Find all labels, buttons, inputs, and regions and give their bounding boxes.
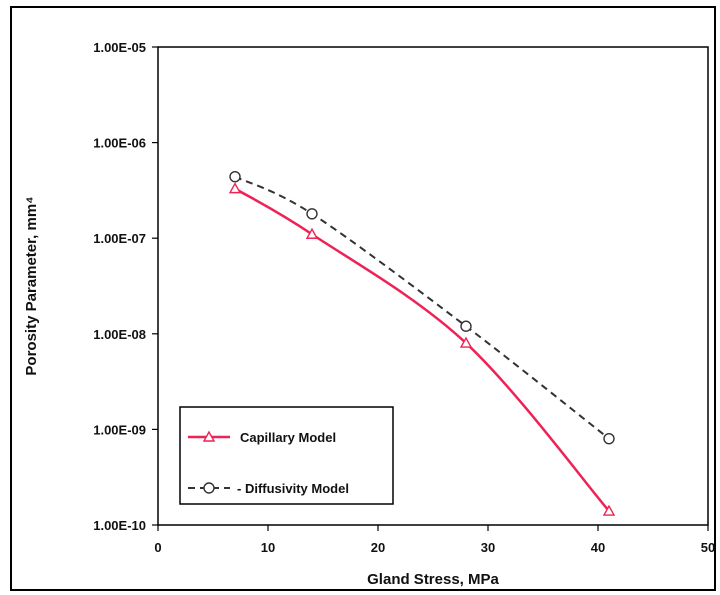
legend-marker-0 xyxy=(202,430,216,442)
legend: Capillary Model - Diffusivity Model xyxy=(179,406,394,505)
data-point-1 xyxy=(306,208,318,220)
chart-frame xyxy=(10,6,716,591)
x-tick-label: 40 xyxy=(591,540,605,555)
legend-label-0: Capillary Model xyxy=(240,430,336,445)
x-tick-label: 10 xyxy=(261,540,275,555)
series-layer xyxy=(228,170,616,516)
y-tick-label: 1.00E-07 xyxy=(93,231,146,246)
x-axis: 0 10 20 30 40 50 xyxy=(154,525,715,555)
legend-label-1: - Diffusivity Model xyxy=(237,481,349,496)
data-point-1 xyxy=(603,432,615,445)
data-point-1 xyxy=(460,320,472,332)
data-point-0 xyxy=(228,182,242,194)
y-tick-label: 1.00E-08 xyxy=(93,327,146,342)
data-point-0 xyxy=(305,227,319,239)
series-line-0 xyxy=(234,187,610,512)
y-tick-label: 1.00E-05 xyxy=(93,40,146,55)
plot-area xyxy=(157,46,709,526)
data-point-1 xyxy=(229,170,241,183)
x-tick-label: 50 xyxy=(701,540,715,555)
series-line-1 xyxy=(234,175,610,440)
y-tick-label: 1.00E-06 xyxy=(93,136,146,151)
x-tick-label: 20 xyxy=(371,540,385,555)
legend-marker-1 xyxy=(203,482,215,494)
x-tick-label: 0 xyxy=(154,540,161,555)
y-axis: 1.00E-05 1.00E-06 1.00E-07 1.00E-08 1.00E-09… xyxy=(93,40,158,533)
data-point-0 xyxy=(602,504,616,516)
y-tick-label: 1.00E-09 xyxy=(93,422,146,437)
data-point-0 xyxy=(459,336,473,348)
y-axis-title: Porosity Parameter, mm⁴ xyxy=(23,196,40,375)
x-tick-label: 30 xyxy=(481,540,495,555)
x-axis-title: Gland Stress, MPa xyxy=(367,571,499,588)
y-tick-label: 1.00E-10 xyxy=(93,518,146,533)
